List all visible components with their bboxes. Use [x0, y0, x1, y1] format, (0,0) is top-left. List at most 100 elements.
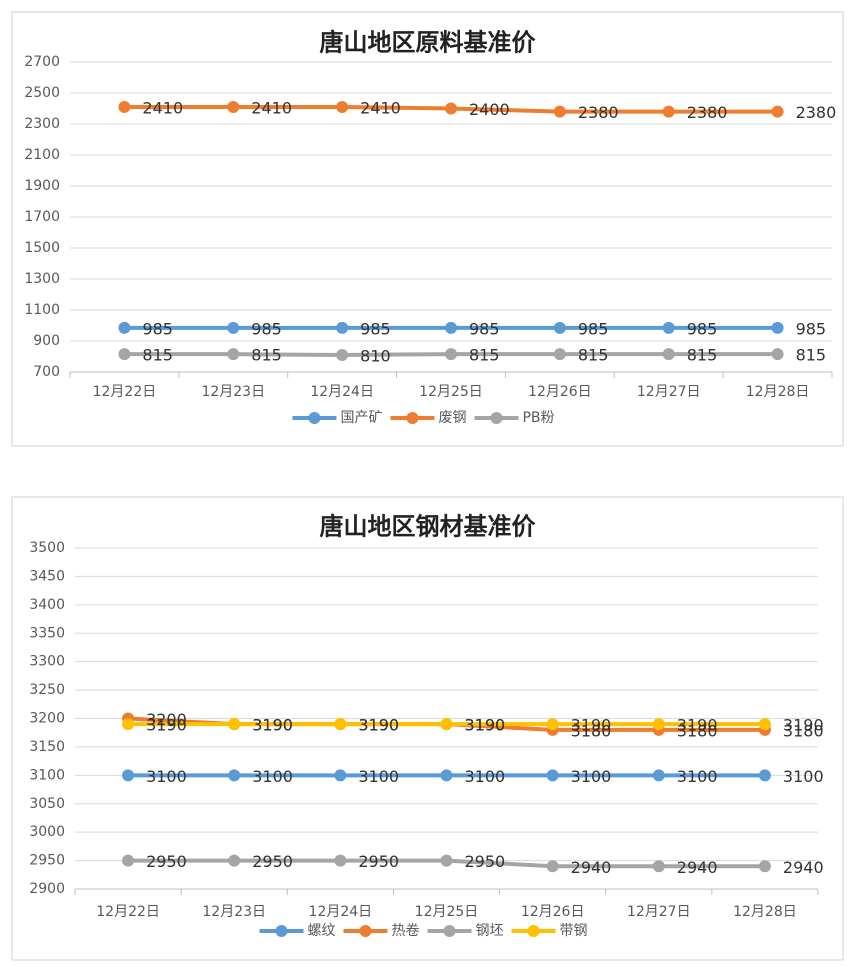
y-tick-label: 2950 [29, 853, 65, 869]
point [440, 718, 453, 731]
data-label: 3180 [783, 721, 824, 740]
y-tick-label: 3050 [29, 796, 65, 812]
data-label: 2950 [146, 852, 187, 871]
data-label: 2950 [358, 852, 399, 871]
y-tick-label: 2500 [24, 85, 60, 101]
y-tick-label: 3350 [29, 625, 65, 641]
data-label: 2380 [687, 103, 728, 122]
y-tick-label: 1900 [24, 178, 60, 194]
y-tick-label: 3400 [29, 597, 65, 613]
point [118, 321, 131, 334]
data-label: 2410 [360, 98, 401, 117]
legend-label: 热卷 [392, 923, 420, 939]
point [652, 769, 665, 782]
point [334, 769, 347, 782]
data-label: 2400 [469, 100, 510, 119]
point [652, 860, 665, 873]
y-tick-label: 1100 [24, 302, 60, 318]
y-tick-label: 3150 [29, 739, 65, 755]
x-tick-label: 12月23日 [201, 384, 265, 400]
y-tick-label: 2100 [24, 147, 60, 163]
data-label: 2940 [783, 858, 824, 877]
data-label: 3200 [146, 710, 187, 729]
data-label: 3190 [358, 716, 399, 735]
data-label: 2410 [142, 98, 183, 117]
point [553, 321, 566, 334]
x-tick-label: 12月22日 [96, 904, 160, 920]
data-label: 985 [687, 319, 718, 338]
point [334, 854, 347, 867]
data-label: 3190 [783, 716, 824, 735]
point [336, 348, 349, 361]
chart-title: 唐山地区原料基准价 [320, 28, 537, 57]
y-tick-label: 3300 [29, 654, 65, 670]
point [662, 105, 675, 118]
data-label: 985 [360, 319, 391, 338]
data-label: 2940 [571, 858, 612, 877]
data-label: 815 [687, 346, 718, 365]
data-label: 3190 [358, 716, 399, 735]
data-label: 3190 [465, 716, 506, 735]
y-tick-label: 1700 [24, 209, 60, 225]
point [336, 321, 349, 334]
y-tick-label: 900 [33, 333, 60, 349]
legend-marker [359, 925, 372, 937]
point [445, 348, 457, 361]
x-tick-label: 12月23日 [202, 904, 266, 920]
legend-marker [308, 412, 321, 424]
data-label: 815 [796, 346, 827, 365]
point [652, 718, 665, 731]
y-tick-label: 700 [33, 364, 60, 380]
data-label: 985 [142, 319, 173, 338]
y-tick-label: 2900 [29, 881, 65, 897]
point [771, 321, 784, 334]
legend: 螺纹 热卷 钢坯 带钢 [259, 923, 588, 939]
y-tick-label: 3000 [29, 824, 65, 840]
point [118, 348, 131, 361]
data-label: 985 [251, 319, 282, 338]
data-label: 3100 [783, 767, 824, 786]
legend-marker [490, 412, 503, 424]
point [228, 718, 241, 731]
data-label: 2950 [252, 852, 293, 871]
x-tick-label: 12月28日 [746, 384, 810, 400]
data-label: 3100 [677, 767, 718, 786]
data-label: 3100 [146, 767, 187, 786]
data-label: 3180 [677, 721, 718, 740]
y-tick-label: 3450 [29, 568, 65, 584]
legend-label: 带钢 [560, 923, 588, 939]
data-label: 815 [578, 346, 609, 365]
x-tick-label: 12月28日 [733, 904, 797, 920]
data-label: 3190 [252, 716, 293, 735]
point [228, 854, 241, 867]
point [445, 321, 457, 334]
point [771, 105, 784, 118]
point [122, 718, 135, 731]
data-label: 2410 [251, 98, 292, 117]
y-tick-label: 3100 [29, 767, 65, 783]
x-tick-label: 12月24日 [310, 384, 374, 400]
legend-marker [527, 925, 540, 937]
legend-label: PB粉 [522, 410, 554, 426]
legend-label: 钢坯 [476, 923, 504, 939]
point [553, 348, 566, 361]
point [227, 321, 240, 334]
point [440, 854, 453, 867]
point [662, 321, 675, 334]
legend-label: 废钢 [438, 410, 466, 426]
point [546, 769, 559, 782]
point [758, 769, 771, 782]
x-tick-label: 12月26日 [521, 904, 585, 920]
point [662, 348, 675, 361]
data-label: 985 [796, 319, 827, 338]
point [553, 105, 566, 118]
point [122, 769, 135, 782]
point [228, 769, 241, 782]
data-label: 3190 [252, 716, 293, 735]
y-tick-label: 3250 [29, 682, 65, 698]
point [334, 718, 347, 731]
data-label: 2940 [677, 858, 718, 877]
data-label: 3100 [571, 767, 612, 786]
point [758, 860, 771, 873]
x-tick-label: 12月22日 [93, 384, 157, 400]
